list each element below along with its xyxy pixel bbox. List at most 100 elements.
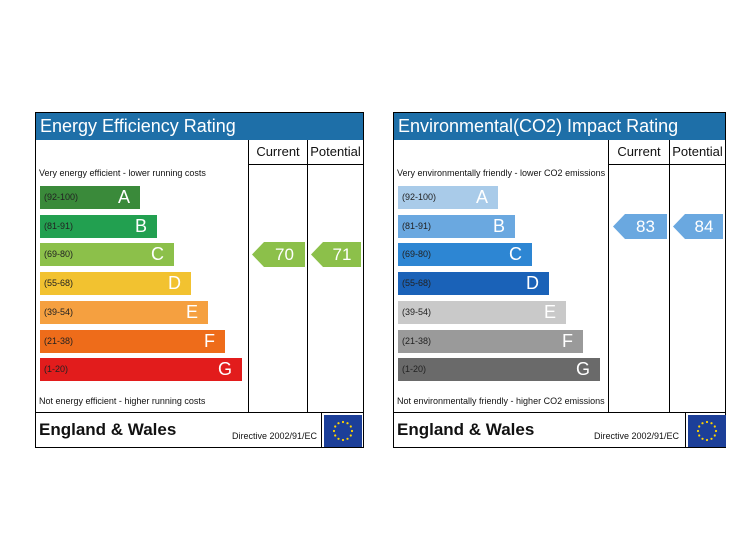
eu-star	[698, 425, 701, 428]
eu-star	[349, 434, 352, 437]
rating-band-b: (81-91) B	[40, 214, 157, 238]
potential-rating-arrow: 71	[311, 242, 361, 268]
column-divider	[608, 140, 609, 412]
band-letter: F	[562, 330, 573, 351]
eu-star	[701, 422, 704, 425]
rating-band-b: (81-91) B	[398, 214, 515, 238]
column-divider	[321, 412, 322, 447]
eu-star	[696, 429, 700, 433]
band-letter: D	[526, 273, 539, 294]
environmental-impact-chart: Environmental(CO2) Impact Rating Current…	[393, 112, 726, 448]
eu-star	[341, 420, 345, 424]
rating-band-c: (69-80) C	[40, 243, 174, 267]
eu-star	[350, 429, 354, 433]
band-letter: F	[204, 330, 215, 351]
top-description: Very energy efficient - lower running co…	[39, 168, 206, 178]
band-letter: C	[151, 244, 164, 265]
eu-flag-icon	[688, 415, 726, 447]
band-range-label: (69-80)	[402, 249, 432, 260]
band-range-label: (81-91)	[402, 220, 432, 231]
eu-star	[341, 438, 345, 442]
directive-label: Directive 2002/91/EC	[594, 431, 680, 441]
eu-star	[701, 437, 704, 440]
eu-flag-icon	[324, 415, 362, 447]
band-letter: B	[492, 215, 505, 236]
eu-star	[337, 422, 340, 425]
region-label: England & Wales	[397, 420, 535, 439]
chart-title: Energy Efficiency Rating	[36, 113, 363, 140]
region-label: England & Wales	[39, 420, 177, 439]
eu-star	[710, 422, 713, 425]
eu-star	[337, 437, 340, 440]
footer-divider	[36, 412, 363, 413]
rating-value: 83	[636, 216, 655, 236]
rating-band-e: (39-54) E	[398, 300, 566, 324]
column-divider	[685, 412, 686, 447]
band-letter: E	[543, 301, 556, 322]
band-letter: A	[117, 187, 130, 207]
energy-efficiency-chart: Energy Efficiency Rating Current Potenti…	[35, 112, 364, 448]
column-header-potential: Potential	[307, 140, 363, 165]
rating-arrow-shape	[612, 213, 667, 239]
rating-band-a: (92-100) A	[398, 186, 498, 209]
eu-star	[713, 434, 716, 437]
band-range-label: (55-68)	[44, 278, 74, 289]
band-range-label: (1-20)	[44, 364, 69, 375]
rating-arrow-shape	[252, 242, 305, 268]
rating-arrow-shape	[311, 242, 361, 268]
band-range-label: (81-91)	[44, 220, 74, 231]
band-letter: G	[575, 359, 590, 380]
current-rating-arrow: 70	[252, 242, 305, 268]
rating-band-g: (1-20) G	[40, 358, 242, 382]
rating-band-e: (39-54) E	[40, 300, 208, 324]
eu-star	[346, 422, 349, 425]
eu-star	[713, 425, 716, 428]
band-range-label: (21-38)	[44, 335, 74, 346]
directive-label: Directive 2002/91/EC	[232, 431, 318, 441]
band-letter: D	[168, 273, 181, 294]
band-letter: E	[185, 301, 198, 322]
band-range-label: (39-54)	[402, 306, 432, 317]
band-letter: A	[475, 187, 488, 207]
rating-band-d: (55-68) D	[398, 272, 549, 296]
band-range-label: (92-100)	[44, 192, 79, 202]
eu-star	[714, 429, 718, 433]
band-letter: G	[217, 359, 232, 380]
band-range-label: (69-80)	[44, 249, 74, 260]
band-range-label: (92-100)	[402, 192, 437, 202]
band-range-label: (55-68)	[402, 278, 432, 289]
rating-band-a: (92-100) A	[40, 186, 140, 209]
rating-band-f: (21-38) F	[398, 329, 583, 353]
chart-title: Environmental(CO2) Impact Rating	[394, 113, 725, 140]
band-range-label: (21-38)	[402, 335, 432, 346]
eu-star	[334, 434, 337, 437]
band-letter: B	[134, 215, 147, 236]
eu-star	[334, 425, 337, 428]
rating-band-f: (21-38) F	[40, 329, 225, 353]
rating-value: 70	[275, 245, 294, 265]
rating-arrow-shape	[673, 213, 723, 239]
bottom-description: Not energy efficient - higher running co…	[39, 396, 206, 406]
eu-star	[705, 438, 709, 442]
current-rating-arrow: 83	[612, 213, 667, 239]
eu-star	[698, 434, 701, 437]
rating-band-g: (1-20) G	[398, 358, 600, 382]
column-divider	[669, 140, 670, 412]
column-header-current: Current	[608, 140, 669, 165]
eu-stars-icon	[696, 420, 718, 442]
potential-rating-arrow: 84	[673, 213, 723, 239]
footer-divider	[394, 412, 725, 413]
rating-band-d: (55-68) D	[40, 272, 191, 296]
column-divider	[248, 140, 249, 412]
eu-star	[346, 437, 349, 440]
rating-value: 71	[332, 245, 352, 265]
eu-stars-icon	[332, 420, 354, 442]
band-range-label: (39-54)	[44, 306, 74, 317]
column-header-current: Current	[248, 140, 307, 165]
eu-star	[705, 420, 709, 424]
eu-star	[349, 425, 352, 428]
eu-star	[332, 429, 336, 433]
eu-star	[710, 437, 713, 440]
rating-value: 84	[694, 216, 714, 236]
bottom-description: Not environmentally friendly - higher CO…	[397, 396, 605, 406]
